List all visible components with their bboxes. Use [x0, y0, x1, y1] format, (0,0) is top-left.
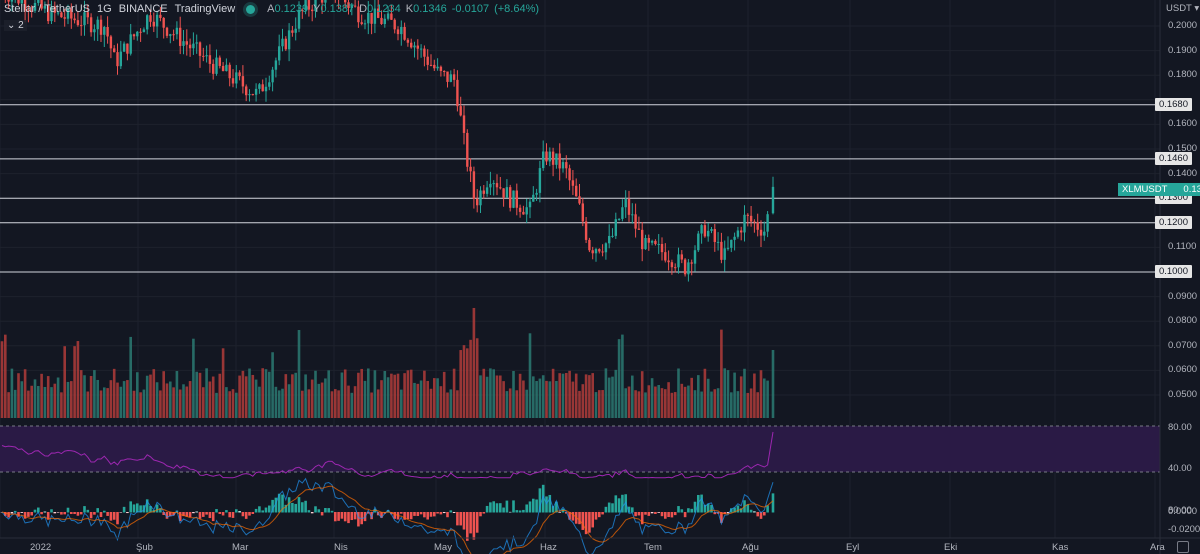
- price-tick: 0.0600: [1168, 364, 1198, 376]
- price-tick: 0.0900: [1168, 290, 1198, 302]
- price-tick: 0.1900: [1168, 44, 1198, 56]
- open-value: 0.1239: [274, 3, 309, 15]
- price-tick: 0.1500: [1168, 143, 1198, 154]
- high-label: Y: [313, 3, 321, 15]
- interval-label[interactable]: 1G: [97, 3, 112, 15]
- exchange-label: BINANCE: [118, 3, 168, 15]
- indicator-count: 2: [18, 20, 24, 31]
- low-value: 0.1234: [367, 3, 401, 15]
- indicator-tick: 80.00: [1168, 422, 1192, 433]
- rsi-upper-label: 80.00: [1168, 505, 1192, 516]
- time-tick: Eki: [944, 542, 958, 553]
- time-tick: May: [434, 542, 452, 553]
- time-tick: Kas: [1052, 542, 1069, 553]
- time-tick: Eyl: [846, 542, 860, 553]
- price-tick: 0.0500: [1168, 389, 1198, 400]
- low-label: D: [359, 3, 368, 15]
- high-value: 0.1387: [320, 3, 355, 15]
- horizontal-line-label[interactable]: 0.1000: [1154, 265, 1192, 278]
- time-tick: Şub: [136, 542, 153, 553]
- horizontal-line-label[interactable]: 0.1200: [1154, 215, 1192, 229]
- settings-gear-icon[interactable]: [1177, 541, 1189, 553]
- time-tick: Ara: [1150, 542, 1165, 553]
- symbol-tag: XLMUSDT: [1122, 184, 1168, 195]
- last-price-tag: 0.1346: [1183, 184, 1200, 195]
- price-tick: 0.0700: [1168, 339, 1198, 351]
- indicator-tick: 0.0000: [1168, 506, 1198, 517]
- time-tick: Haz: [540, 542, 557, 553]
- currency-selector[interactable]: USDT ▾: [1166, 3, 1200, 14]
- close-value: 0.1346: [413, 3, 447, 15]
- time-tick: 2022: [30, 542, 52, 553]
- indicator-tick: 40.00: [1168, 463, 1192, 474]
- change-value: -0.0107: [451, 3, 490, 15]
- time-tick: Ağu: [742, 542, 759, 553]
- price-tick: 0.2000: [1168, 20, 1198, 31]
- change-pct-value: (+8.64%): [494, 3, 540, 15]
- open-label: A: [267, 3, 275, 15]
- price-tick: 0.1800: [1168, 69, 1198, 81]
- source-label: TradingView: [174, 3, 236, 15]
- symbol-title[interactable]: Stellar / TetherUS: [4, 3, 91, 15]
- price-tick: 0.1600: [1168, 118, 1198, 130]
- chart-legend: Stellar / TetherUS 1G BINANCE TradingVie…: [4, 3, 544, 15]
- time-tick: Mar: [232, 542, 249, 553]
- price-tick: 0.0800: [1168, 315, 1198, 327]
- market-status-icon: [246, 4, 256, 14]
- indicators-collapse-button[interactable]: ⌄ 2: [4, 20, 27, 31]
- horizontal-line-label[interactable]: 0.1460: [1154, 151, 1192, 165]
- close-label: K: [405, 3, 414, 15]
- indicator-tick: -0.0200: [1168, 524, 1200, 535]
- time-tick: Tem: [644, 542, 662, 553]
- horizontal-line-label[interactable]: 0.1680: [1154, 97, 1192, 111]
- price-tick: 0.1100: [1168, 241, 1197, 253]
- chevron-down-icon: ⌄: [7, 20, 19, 31]
- price-tick: 0.1400: [1168, 167, 1198, 179]
- time-tick: Nis: [334, 542, 348, 553]
- symbol-price-label: XLMUSDT 0.1346: [1118, 183, 1200, 196]
